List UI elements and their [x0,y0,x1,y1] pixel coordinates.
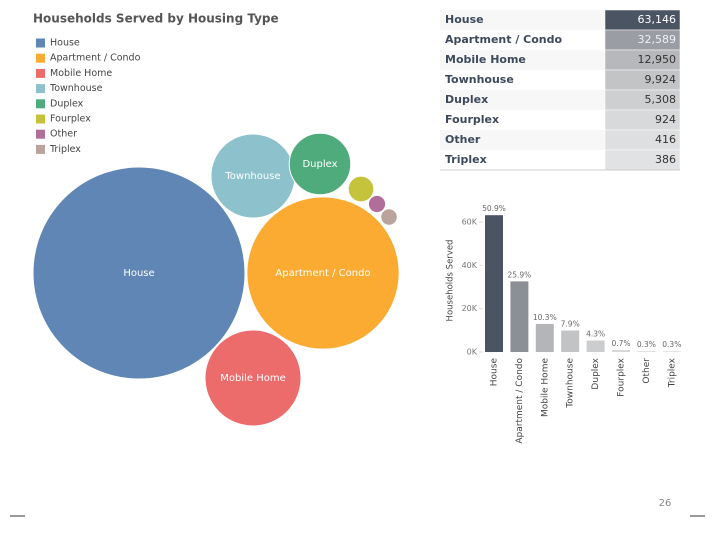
bubble-label: Townhouse [224,171,280,182]
chart-title: Households Served by Housing Type [33,12,279,26]
bubble [32,166,246,380]
legend-swatch [36,53,45,63]
bubble [380,208,398,226]
y-tick-label: 60K [462,218,478,227]
table-label-cell [440,50,605,70]
x-tick-label: Townhouse [566,358,576,409]
table-label-cell [440,10,605,30]
bubble [246,196,400,350]
table-label-cell [440,70,605,90]
table-value: 5,308 [645,93,677,106]
table-value: 32,589 [638,33,677,46]
legend-label: Apartment / Condo [50,53,141,64]
legend-swatch [36,99,45,109]
legend-swatch [36,38,45,48]
bar [510,281,529,352]
bar [612,349,630,352]
bar-percent-label: 7.9% [561,319,580,328]
legend-swatch [36,114,45,124]
y-tick-label: 40K [462,261,478,270]
table-value: 12,950 [638,53,677,66]
legend-label: Other [50,129,77,140]
bar-percent-label: 0.3% [637,340,656,349]
x-tick-label: Apartment / Condo [515,358,525,444]
legend-label: Townhouse [49,83,103,94]
x-tick-label: Triplex [667,357,677,388]
table-value: 386 [655,153,676,166]
table-label-cell [440,110,605,130]
bubble-label: Mobile Home [220,373,286,384]
bar [637,351,656,352]
table-value: 416 [655,133,676,146]
table-label-cell [440,130,605,150]
bar-percent-label: 0.7% [611,339,630,348]
bar-percent-label: 25.9% [507,270,531,279]
y-tick-label: 0K [467,348,478,357]
x-tick-label: Other [642,358,652,384]
bar-percent-label: 4.3% [586,329,605,338]
bar [535,323,554,352]
page-number: 26 [659,498,672,509]
bubble [347,175,375,203]
legend-swatch [36,84,45,94]
x-tick-label: Duplex [591,357,601,389]
table-label: Fourplex [445,113,499,126]
bubble-label: Apartment / Condo [275,268,370,279]
table-value: 63,146 [638,13,677,26]
bar-percent-label: 0.3% [662,340,681,349]
table-label: Duplex [445,93,488,106]
legend-label: Mobile Home [50,68,112,79]
legend-label: House [50,38,80,49]
table-value: 924 [655,113,676,126]
legend-label: Triplex [49,144,81,155]
legend-swatch [36,129,45,139]
table-label: Triplex [445,153,487,166]
legend-label: Duplex [50,98,84,109]
bubble [288,132,352,196]
bar-percent-label: 50.9% [482,204,506,213]
table-label-cell [440,30,605,50]
x-tick-label: House [490,358,500,387]
bubble [367,194,387,214]
table-label: Other [445,133,481,146]
y-axis-label: Households Served [446,240,456,322]
table-label: Apartment / Condo [445,33,563,46]
legend-swatch [36,68,45,78]
x-tick-label: Fourplex [617,357,627,396]
table-label: Mobile Home [445,53,526,66]
legend-swatch [36,144,45,154]
bar-percent-label: 10.3% [533,313,557,322]
table-label: House [445,13,484,26]
x-tick-label: Mobile Home [540,358,550,417]
bubble [204,329,302,427]
bar [586,340,605,352]
table-label-cell [440,90,605,110]
table-label-cell [440,150,605,170]
bubble-label: Duplex [302,159,337,170]
table-value: 9,924 [645,73,677,86]
y-tick-label: 20K [462,304,478,313]
legend-label: Fourplex [50,114,91,125]
bar [485,215,503,352]
bubble-label: House [123,268,154,279]
bar [662,351,681,352]
table-label: Townhouse [445,73,514,86]
bar [561,330,580,352]
